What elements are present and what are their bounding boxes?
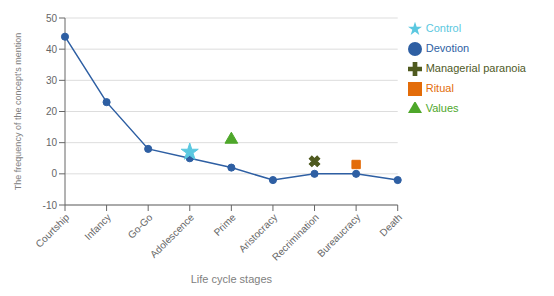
html-text:Managerial paranoia: Managerial paranoia — [425, 62, 526, 74]
svg-text:-10: -10 — [43, 200, 58, 211]
svg-text:Infancy: Infancy — [82, 212, 113, 243]
html-text:Devotion: Devotion — [425, 42, 470, 54]
svg-text:Prime: Prime — [212, 211, 239, 238]
svg-text:Bureaucracy: Bureaucracy — [315, 212, 362, 259]
svg-text:20: 20 — [46, 106, 58, 117]
svg-text:Go-Go: Go-Go — [126, 211, 155, 240]
svg-text:The frequency of the concept's: The frequency of the concept's mention — [13, 33, 23, 190]
svg-text:10: 10 — [46, 137, 58, 148]
html-text:Control: Control — [425, 22, 462, 34]
svg-text:Life cycle stages: Life cycle stages — [191, 273, 273, 285]
svg-text:Recrimination: Recrimination — [270, 212, 321, 263]
svg-text:30: 30 — [46, 75, 58, 86]
html-text:Values: Values — [425, 102, 459, 114]
svg-text:40: 40 — [46, 44, 58, 55]
svg-text:0: 0 — [51, 168, 57, 179]
html-text:Ritual: Ritual — [425, 82, 454, 94]
svg-text:50: 50 — [46, 13, 58, 24]
svg-text:Adolescence: Adolescence — [148, 211, 197, 260]
svg-text:Aristocracy: Aristocracy — [237, 212, 280, 255]
svg-text:Death: Death — [377, 212, 404, 239]
svg-text:Courtship: Courtship — [33, 211, 71, 249]
